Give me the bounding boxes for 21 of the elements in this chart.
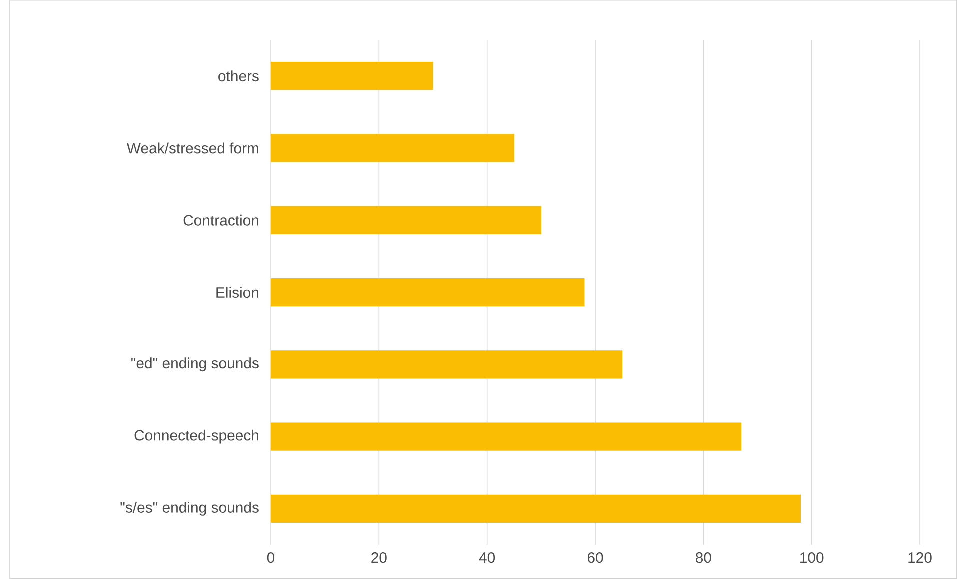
x-tick-label: 120 [908,552,932,564]
y-tick-label: others [218,70,259,82]
bar [271,278,585,307]
x-tick-label: 0 [267,552,275,564]
bar [271,62,434,90]
y-tick-label: Weak/stressed form [126,142,258,154]
y-tick-label: "s/es" ending sounds [120,502,259,516]
x-tick-label: 60 [588,552,604,564]
x-tick-label: 40 [479,552,496,564]
y-tick-label: Elision [216,287,259,298]
y-tick-label: Contraction [184,214,259,226]
x-tick-label: 20 [372,552,387,564]
y-tick-label: "ed" ending sounds [132,358,259,372]
bar [271,494,802,524]
y-tick-label: Connected-speech [134,430,258,444]
bar [271,206,542,234]
bar [271,134,514,162]
bar [271,422,742,451]
bar [271,350,623,379]
x-tick-label: 80 [696,552,712,564]
x-tick-label: 100 [800,552,824,564]
